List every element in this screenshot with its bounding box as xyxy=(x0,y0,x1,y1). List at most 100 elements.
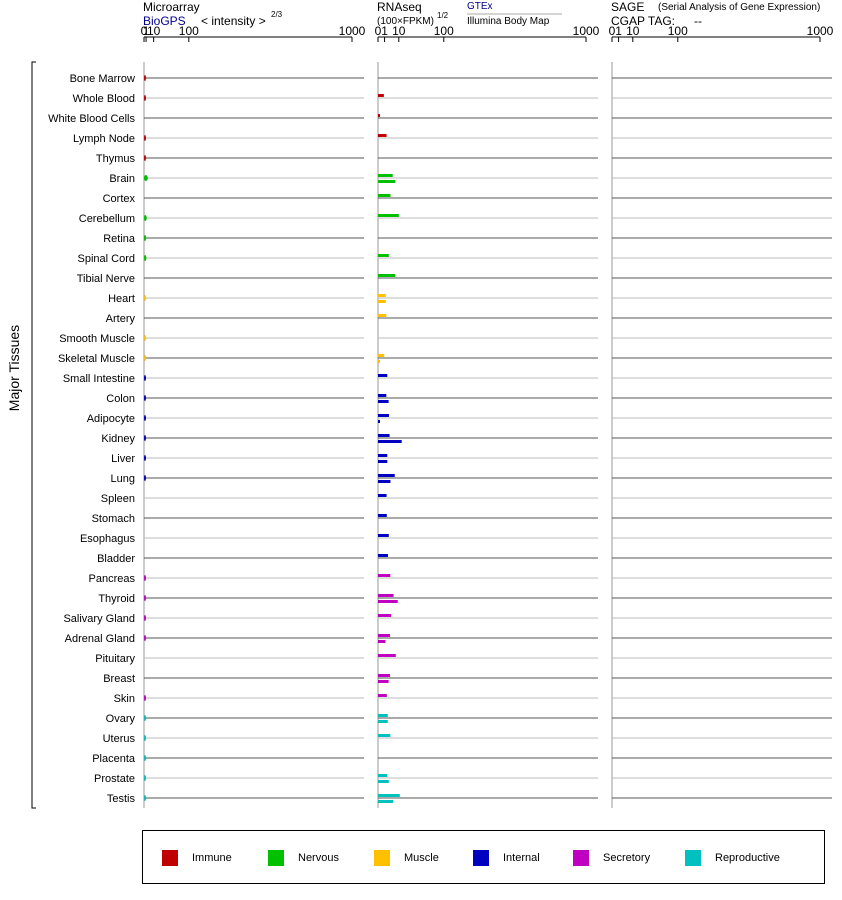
gtex-bar xyxy=(378,294,386,297)
biogps-bar xyxy=(144,775,146,781)
tissue-label: Uterus xyxy=(103,733,136,745)
gtex-bar xyxy=(378,254,389,257)
tissue-label: Cortex xyxy=(103,193,136,205)
gtex-bar xyxy=(378,714,388,717)
illumina-bar xyxy=(378,300,386,303)
rnaseq-tick-label: 0 xyxy=(375,24,382,38)
legend-swatch xyxy=(685,850,701,866)
sage-title: SAGE xyxy=(611,0,645,14)
tissue-label: White Blood Cells xyxy=(48,113,135,125)
biogps-bar xyxy=(144,595,146,601)
legend-label: Secretory xyxy=(603,852,651,864)
biogps-bar xyxy=(144,755,146,761)
biogps-link[interactable]: BioGPS xyxy=(143,14,186,28)
biogps-bar xyxy=(144,635,146,641)
biogps-bar xyxy=(144,375,146,381)
gtex-bar xyxy=(378,314,387,317)
rnaseq-tick-label: 1 xyxy=(381,24,388,38)
tissue-label: Whole Blood xyxy=(73,93,135,105)
tissue-label: Cerebellum xyxy=(79,213,135,225)
rnaseq-exponent: 1/2 xyxy=(437,11,449,20)
gtex-bar xyxy=(378,134,387,137)
biogps-bar xyxy=(144,695,146,701)
rnaseq-tick-label: 1000 xyxy=(573,24,600,38)
gtex-bar xyxy=(378,734,391,737)
biogps-bar xyxy=(144,235,147,241)
legend-label: Internal xyxy=(503,852,540,864)
tissue-label: Bone Marrow xyxy=(70,73,135,85)
gtex-bar xyxy=(378,694,387,697)
gtex-bar xyxy=(378,594,394,597)
biogps-bar xyxy=(144,255,147,261)
tissue-label: Thymus xyxy=(96,153,136,165)
legend-swatch xyxy=(162,850,178,866)
gtex-bar xyxy=(378,654,396,657)
biogps-bar xyxy=(144,435,146,441)
sage-tick-label: 0 xyxy=(609,24,616,38)
tissue-label: Stomach xyxy=(92,513,135,525)
microarray-tick-label: 1 xyxy=(143,24,150,38)
gtex-bar xyxy=(378,394,387,397)
illumina-bar xyxy=(378,720,388,723)
gtex-bar xyxy=(378,574,391,577)
tissue-label: Pituitary xyxy=(95,653,135,665)
microarray-tick-label: 100 xyxy=(179,24,199,38)
biogps-bar xyxy=(144,475,146,481)
legend-swatch xyxy=(268,850,284,866)
biogps-bar xyxy=(144,75,146,81)
tissue-label: Salivary Gland xyxy=(63,613,135,625)
gtex-bar xyxy=(378,434,390,437)
gtex-bar xyxy=(378,794,400,797)
gtex-bar xyxy=(378,554,388,557)
illumina-bar xyxy=(378,600,398,603)
biogps-bar xyxy=(144,455,146,461)
rnaseq-tick-label: 10 xyxy=(392,24,406,38)
illumina-bar xyxy=(378,480,391,483)
illumina-bar xyxy=(378,400,389,403)
biogps-bar xyxy=(144,135,146,141)
microarray-tick-label: 1000 xyxy=(339,24,366,38)
illumina-bar xyxy=(378,440,402,443)
tissue-label: Placenta xyxy=(92,753,136,765)
cgap-tag-value: -- xyxy=(694,14,702,28)
illumina-bar xyxy=(378,460,388,463)
biogps-bar xyxy=(144,155,146,161)
tissue-label: Breast xyxy=(103,673,135,685)
tissue-label: Thyroid xyxy=(98,593,135,605)
biogps-bar xyxy=(144,355,146,361)
tissue-label: Adrenal Gland xyxy=(65,633,135,645)
tissue-label: Bladder xyxy=(97,553,135,565)
tissue-label: Ovary xyxy=(106,713,136,725)
biogps-bar xyxy=(144,575,146,581)
biogps-bar xyxy=(144,735,146,741)
group-bracket xyxy=(31,61,36,809)
gtex-bar xyxy=(378,114,380,117)
legend-label: Nervous xyxy=(298,852,339,864)
biogps-bar xyxy=(144,615,146,621)
illumina-bar xyxy=(378,180,396,183)
tissue-label: Spinal Cord xyxy=(78,253,135,265)
gtex-bar xyxy=(378,274,396,277)
legend-swatch xyxy=(374,850,390,866)
rnaseq-title: RNAseq xyxy=(377,0,422,14)
illumina-body-map-link[interactable]: Illumina Body Map xyxy=(467,16,550,27)
legend-swatch xyxy=(573,850,589,866)
illumina-bar xyxy=(378,680,389,683)
gtex-bar xyxy=(378,374,388,377)
biogps-bar xyxy=(144,95,146,101)
illumina-bar xyxy=(378,420,380,423)
legend-swatch xyxy=(473,850,489,866)
legend: Immune Nervous Muscle Internal Secretory… xyxy=(142,830,825,884)
microarray-exponent: 2/3 xyxy=(271,10,283,19)
gtex-bar xyxy=(378,514,387,517)
biogps-bar xyxy=(144,335,146,341)
legend-label: Muscle xyxy=(404,852,439,864)
gtex-bar xyxy=(378,494,387,497)
gtex-link[interactable]: GTEx xyxy=(467,1,493,12)
sage-tick-label: 10 xyxy=(626,24,640,38)
tissue-label: Adipocyte xyxy=(87,413,135,425)
tissue-label: Lung xyxy=(111,473,135,485)
microarray-unit: < intensity > xyxy=(201,14,266,28)
microarray-tick-label: 0 xyxy=(141,24,148,38)
